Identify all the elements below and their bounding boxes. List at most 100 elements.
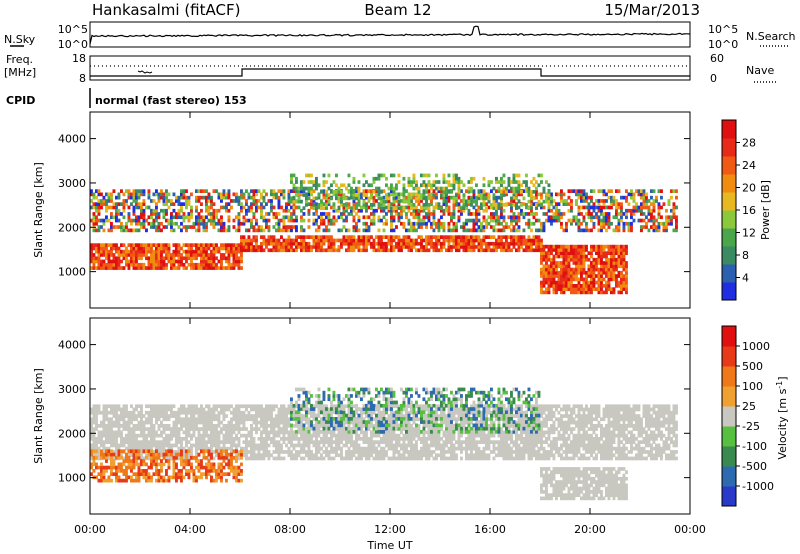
echo-cell <box>157 450 161 454</box>
echo-cell <box>145 266 148 270</box>
echo-cell <box>220 404 223 409</box>
echo-cell <box>570 202 573 206</box>
echo-cell <box>500 235 503 239</box>
echo-cell <box>450 238 453 243</box>
echo-cell <box>295 180 298 184</box>
echo-cell <box>100 218 103 223</box>
echo-cell <box>670 221 673 226</box>
echo-cell <box>220 221 223 226</box>
echo-cell <box>262 420 266 425</box>
echo-cell <box>582 261 586 265</box>
echo-cell <box>135 202 138 206</box>
echo-cell <box>572 290 576 295</box>
echo-cell <box>240 195 243 200</box>
echo-cell <box>147 249 151 254</box>
echo-cell <box>162 262 166 267</box>
echo-cell <box>450 215 453 220</box>
echo-cell <box>395 225 398 229</box>
echo-cell <box>540 228 543 233</box>
echo-cell <box>400 215 403 220</box>
echo-cell <box>262 417 266 422</box>
echo-cell <box>600 244 603 249</box>
echo-cell <box>127 417 131 422</box>
echo-cell <box>610 264 613 269</box>
echo-cell <box>292 443 296 448</box>
echo-cell <box>587 228 591 233</box>
echo-cell <box>137 266 141 270</box>
echo-cell <box>262 456 266 461</box>
echo-cell <box>147 221 151 226</box>
echo-cell <box>540 238 543 243</box>
echo-cell <box>232 266 236 270</box>
echo-cell <box>237 414 241 418</box>
echo-cell <box>320 417 323 422</box>
echo-cell <box>620 254 623 259</box>
echo-cell <box>132 433 136 438</box>
echo-cell <box>282 215 286 220</box>
echo-cell <box>340 450 343 454</box>
echo-cell <box>245 417 248 422</box>
echo-cell <box>587 257 591 262</box>
echo-cell <box>112 246 116 251</box>
echo-cell <box>300 450 303 454</box>
echo-cell <box>192 443 196 448</box>
echo-cell <box>517 238 521 243</box>
echo-cell <box>160 256 163 261</box>
echo-cell <box>352 420 356 425</box>
echo-cell <box>660 205 663 210</box>
echo-cell <box>650 225 653 229</box>
echo-cell <box>357 215 361 220</box>
echo-cell <box>232 249 236 254</box>
echo-cell <box>625 280 628 285</box>
echo-cell <box>127 433 131 438</box>
echo-cell <box>272 238 276 243</box>
echo-cell <box>425 221 428 226</box>
echo-cell <box>455 199 458 203</box>
echo-cell <box>210 221 213 226</box>
echo-cell <box>157 192 161 197</box>
echo-cell <box>117 195 121 200</box>
echo-cell <box>377 190 381 194</box>
echo-cell <box>125 446 128 451</box>
echo-cell <box>630 195 633 200</box>
echo-cell <box>510 199 513 203</box>
echo-cell <box>442 245 446 249</box>
echo-cell <box>527 186 531 191</box>
echo-cell <box>285 410 288 415</box>
echo-cell <box>245 199 248 203</box>
echo-cell <box>197 215 201 220</box>
echo-cell <box>335 183 338 188</box>
echo-cell <box>165 262 168 267</box>
echo-cell <box>282 221 286 226</box>
echo-cell <box>182 417 186 422</box>
echo-cell <box>350 453 353 458</box>
echo-cell <box>97 453 101 458</box>
echo-cell <box>132 208 136 213</box>
echo-cell <box>340 212 343 216</box>
echo-cell <box>532 235 536 239</box>
echo-cell <box>370 183 373 188</box>
echo-cell <box>567 208 571 213</box>
echo-cell <box>97 446 101 451</box>
echo-cell <box>562 267 566 272</box>
echo-cell <box>317 205 321 210</box>
echo-cell <box>90 218 93 223</box>
echo-cell <box>542 244 546 249</box>
echo-cell <box>160 420 163 425</box>
echo-cell <box>405 199 408 204</box>
echo-cell <box>102 249 106 254</box>
echo-cell <box>262 410 266 415</box>
echo-cell <box>407 241 411 246</box>
echo-cell <box>167 192 171 197</box>
echo-cell <box>332 404 336 409</box>
echo-cell <box>202 414 206 418</box>
echo-cell <box>287 189 291 193</box>
echo-cell <box>147 456 151 461</box>
echo-cell <box>320 420 323 425</box>
echo-cell <box>302 440 306 444</box>
echo-cell <box>125 253 128 257</box>
echo-cell <box>165 410 168 415</box>
echo-cell <box>605 199 608 203</box>
echo-cell <box>267 417 271 422</box>
echo-cell <box>187 212 191 216</box>
